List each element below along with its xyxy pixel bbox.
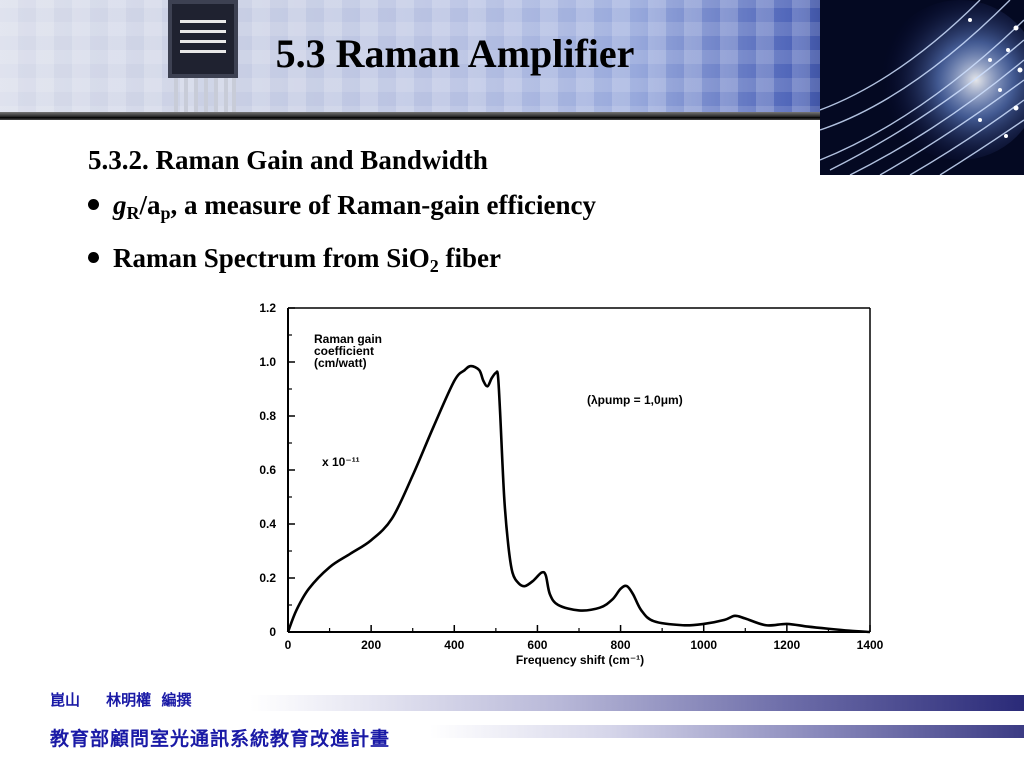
bullet-gain-efficiency: gR/ap, a measure of Raman-gain efficienc… [88, 183, 848, 236]
x-tick-label: 1400 [857, 638, 884, 652]
bullet2-rest: fiber [438, 243, 501, 273]
scale-note: x 10⁻¹¹ [322, 455, 360, 469]
raman-spectrum-figure: 0 200 400 600 800 1000 1200 1400 0 0.2 0.4 0.6 0.8 1.… [240, 296, 900, 676]
ylabel-line-3: (cm/watt) [314, 356, 367, 370]
ylabel-line-2: coefficient [314, 344, 374, 358]
gain-symbol: g [113, 190, 127, 220]
y-tick-label: 0.6 [259, 463, 276, 477]
x-tick-label: 200 [361, 638, 381, 652]
raman-gain-curve [286, 364, 871, 634]
area-subscript: p [160, 203, 171, 223]
optical-fiber-icon [820, 0, 1024, 175]
slide-title: 5.3 Raman Amplifier [275, 31, 635, 76]
x-axis-label: Frequency shift (cm⁻¹) [516, 653, 644, 667]
section-heading: 5.3.2. Raman Gain and Bandwidth [88, 145, 488, 175]
bullet-raman-spectrum: Raman Spectrum from SiO2 fiber [88, 236, 848, 289]
footer-organization: 教育部顧問室光通訊系統教育改進計畫 [50, 728, 391, 750]
x-tick-label: 1000 [690, 638, 717, 652]
gain-subscript: R [126, 203, 140, 223]
x-tick-label: 800 [611, 638, 631, 652]
y-tick-label: 1.0 [259, 355, 276, 369]
x-tick-label: 400 [444, 638, 464, 652]
y-tick-label: 1.2 [259, 301, 276, 315]
y-tick-label: 0 [269, 625, 276, 639]
bullet1-text: , a measure of Raman-gain efficiency [170, 190, 596, 220]
bullet-icon [88, 252, 99, 264]
bullet-icon [88, 199, 99, 211]
bullet2-text: Raman Spectrum from SiO [113, 243, 430, 273]
x-tick-label: 600 [527, 638, 547, 652]
x-tick-label: 1200 [774, 638, 801, 652]
chip-icon [168, 0, 238, 112]
footer-author: 崑山 林明權 編撰 [50, 691, 192, 709]
ylabel-line-1: Raman gain [314, 332, 382, 346]
x-tick-label: 0 [285, 638, 292, 652]
content-text: 5.3.2. Raman Gain and Bandwidth gR/ap, a… [88, 138, 848, 289]
y-tick-label: 0.4 [259, 517, 276, 531]
header-divider [0, 112, 870, 120]
y-tick-label: 0.8 [259, 409, 276, 423]
footer-gradient-bar-lower [430, 725, 1024, 738]
footer-gradient-bar [250, 695, 1024, 711]
y-tick-label: 0.2 [259, 571, 276, 585]
pump-note: (λpump = 1,0μm) [587, 393, 683, 407]
area-symbol: /a [139, 190, 161, 220]
sio2-subscript: 2 [429, 256, 439, 276]
raman-gain-chart: 0 200 400 600 800 1000 1200 1400 0 0.2 0.4 0.6 0.8 1.… [240, 296, 900, 676]
